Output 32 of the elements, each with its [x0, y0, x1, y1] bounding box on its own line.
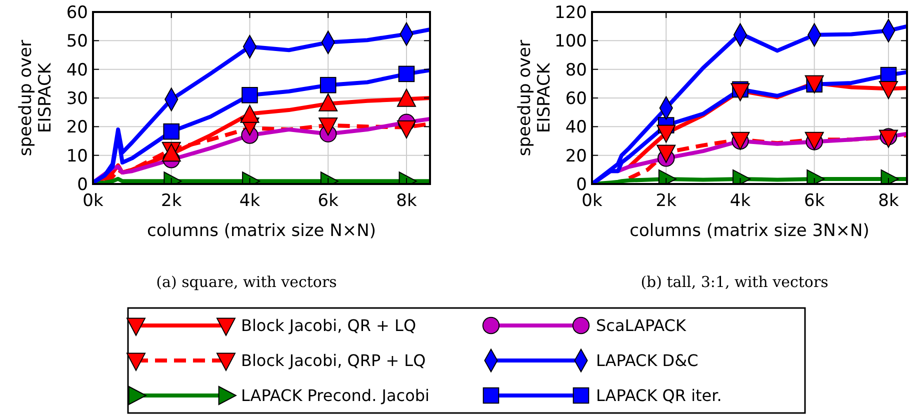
y-tick-label: 40 — [66, 60, 88, 80]
x-axis-title: columns (matrix size N×N) — [147, 221, 376, 241]
legend-label: LAPACK D&C — [596, 351, 698, 370]
x-tick-label: 6k — [804, 191, 825, 211]
y-tick-label: 60 — [565, 88, 587, 109]
x-tick-label: 2k — [161, 191, 182, 211]
y-tick-label: 20 — [66, 118, 88, 138]
y-tick-label: 40 — [565, 118, 587, 138]
y-tick-label: 60 — [66, 2, 88, 23]
legend-label: ScaLAPACK — [596, 316, 686, 336]
y-tick-label: 120 — [554, 2, 587, 23]
x-tick-label: 8k — [878, 191, 899, 211]
x-tick-label: 2k — [656, 191, 677, 211]
y-axis-title: speedup over EISPACK — [16, 40, 56, 156]
x-axis-title: columns (matrix size 3N×N) — [630, 221, 870, 241]
y-tick-label: 30 — [66, 88, 88, 109]
text: (b) tall, 3:1, with vectors — [640, 273, 828, 291]
legend-label: LAPACK QR iter. — [596, 386, 722, 406]
legend-label: Block Jacobi, QRP + LQ — [241, 351, 426, 370]
y-axis-title: speedup over EISPACK — [515, 40, 555, 156]
y-tick-label: 10 — [66, 146, 88, 166]
x-tick-label: 4k — [730, 191, 751, 211]
x-tick-label: 6k — [318, 191, 339, 211]
y-tick-label: 80 — [565, 60, 587, 80]
legend-label: LAPACK Precond. Jacobi — [241, 386, 430, 406]
x-tick-label: 8k — [396, 191, 417, 211]
legend-label: Block Jacobi, QR + LQ — [241, 316, 416, 336]
y-tick-label: 100 — [554, 32, 587, 52]
y-tick-label: 20 — [565, 146, 587, 166]
y-tick-label: 50 — [66, 32, 88, 52]
text: (a) square, with vectors — [156, 273, 337, 291]
x-tick-label: 4k — [239, 191, 260, 211]
